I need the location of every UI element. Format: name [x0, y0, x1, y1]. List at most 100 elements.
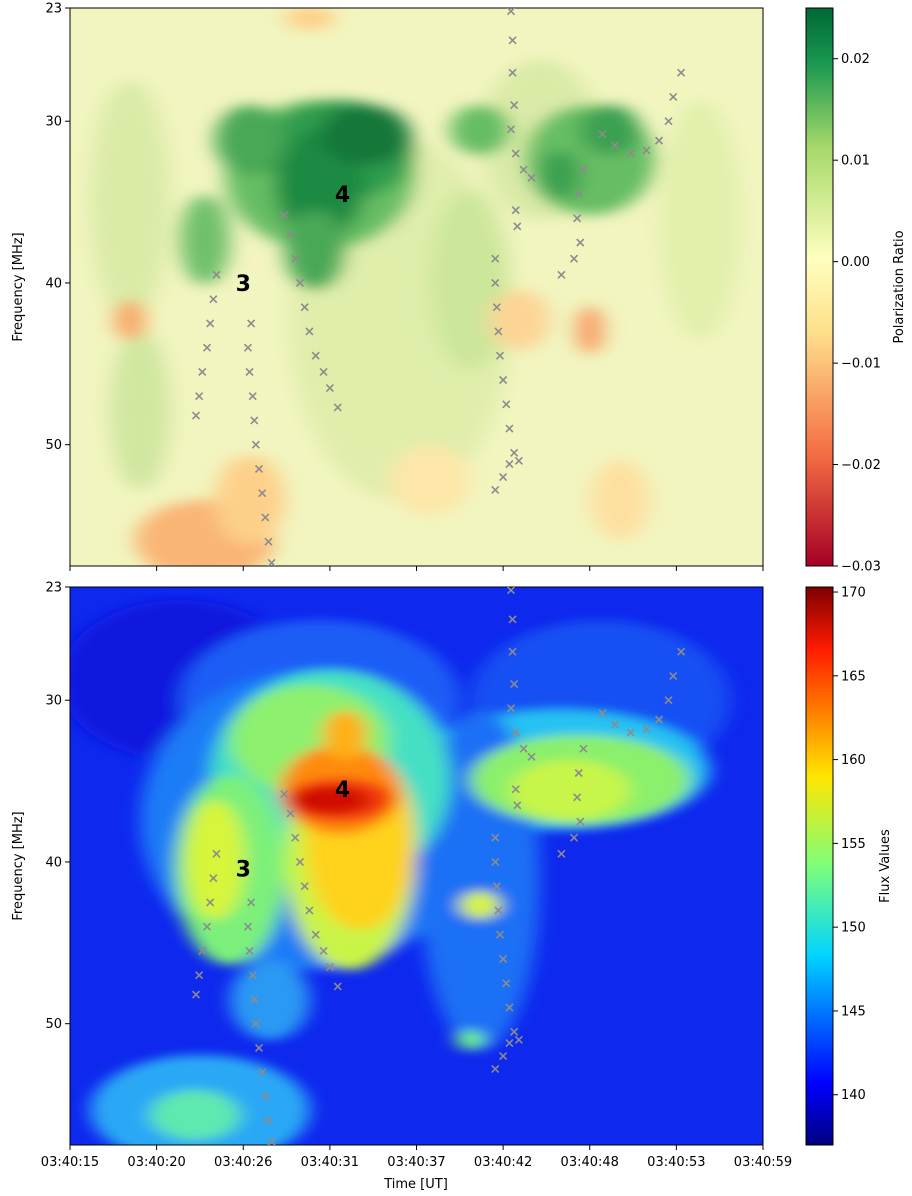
y-tick-label: 23	[45, 2, 62, 17]
colorbar-tick-label: 0.01	[841, 154, 870, 169]
burst-marker	[247, 898, 256, 907]
y-tick-label: 23	[45, 581, 62, 596]
burst-marker	[206, 319, 215, 328]
burst-marker	[511, 785, 520, 794]
burst-marker	[505, 460, 514, 469]
burst-marker	[610, 720, 620, 729]
burst-marker	[579, 744, 588, 753]
burst-marker	[261, 1092, 270, 1101]
burst-marker	[513, 801, 522, 810]
burst-marker	[669, 92, 678, 102]
burst-marker	[506, 125, 516, 134]
burst-marker	[325, 384, 334, 393]
burst-marker	[202, 922, 212, 931]
burst-marker	[499, 472, 508, 482]
bottom-colorbar-ticks: 170 165 160 155 150 145 140	[833, 586, 866, 1103]
colorbar-tick-label: 145	[841, 1004, 866, 1019]
burst-marker	[491, 833, 500, 842]
burst-marker	[499, 1051, 508, 1061]
x-tick-label: 03:40:20	[127, 1155, 185, 1170]
burst-marker	[677, 68, 686, 77]
burst-marker	[248, 392, 257, 401]
burst-marker	[519, 744, 528, 753]
burst-marker	[325, 963, 334, 972]
burst-marker	[664, 117, 673, 126]
burst-marker	[300, 882, 309, 891]
burst-marker	[212, 270, 221, 279]
burst-marker	[514, 1035, 523, 1044]
burst-marker	[505, 1003, 514, 1012]
colorbar-tick-label: 140	[841, 1088, 866, 1103]
burst-marker	[505, 424, 514, 433]
burst-marker	[250, 416, 259, 425]
burst-marker	[492, 303, 501, 312]
burst-marker	[506, 704, 516, 713]
bottom-colorbar-label: Flux Values	[878, 829, 893, 903]
burst-marker	[250, 995, 259, 1004]
burst-marker	[598, 709, 607, 718]
burst-marker	[254, 464, 264, 474]
burst-marker	[574, 768, 583, 778]
bottom-burst-markers	[191, 587, 686, 1145]
burst-marker	[258, 489, 267, 498]
burst-marker	[491, 278, 500, 288]
burst-marker	[499, 375, 508, 385]
burst-marker	[295, 857, 305, 867]
burst-marker	[491, 485, 500, 495]
burst-marker	[491, 1064, 500, 1074]
burst-marker	[502, 400, 511, 409]
burst-marker	[492, 882, 501, 891]
colorbar-tick-label: 165	[841, 669, 866, 684]
burst-marker	[508, 68, 517, 77]
colorbar-tick-label: 0.02	[841, 52, 870, 67]
bottom-x-axis-label: Time [UT]	[383, 1177, 448, 1192]
y-tick-label: 30	[45, 115, 62, 130]
burst-marker	[305, 906, 314, 915]
burst-marker	[511, 149, 520, 158]
burst-marker	[598, 130, 607, 139]
burst-marker	[254, 1043, 264, 1053]
bottom-colorbar: 170 165 160 155 150 145 140 Flux Values	[805, 586, 893, 1146]
burst-marker	[291, 833, 300, 842]
colorbar-tick-label: 160	[841, 753, 866, 768]
burst-marker	[527, 752, 536, 761]
colorbar-tick-label: 150	[841, 921, 866, 936]
burst-marker	[513, 222, 522, 231]
burst-marker	[264, 1116, 273, 1125]
burst-marker	[664, 696, 673, 705]
y-tick-label: 50	[45, 438, 62, 453]
burst-marker	[206, 898, 215, 907]
y-tick-label: 40	[45, 276, 62, 291]
burst-marker	[642, 725, 651, 734]
burst-marker	[247, 319, 256, 328]
burst-marker	[280, 210, 289, 220]
bottom-y-axis-label: Frequency [MHz]	[11, 811, 26, 920]
top-heatmap-image	[90, 8, 740, 566]
burst-marker	[573, 214, 582, 223]
burst-marker	[191, 411, 201, 420]
burst-marker	[198, 367, 207, 376]
colorbar-tick-label: −0.01	[841, 357, 881, 372]
burst-marker	[527, 173, 536, 182]
burst-marker	[510, 1027, 519, 1036]
top-x-ticks	[69, 566, 764, 571]
colorbar-tick-label: 0.00	[841, 255, 870, 270]
burst-marker	[557, 270, 566, 279]
burst-marker	[267, 558, 276, 566]
burst-marker	[243, 922, 253, 931]
burst-marker	[311, 930, 320, 939]
burst-marker	[514, 456, 523, 465]
colorbar-tick-label: −0.03	[841, 560, 881, 575]
burst-marker	[511, 728, 520, 737]
y-tick-label: 50	[45, 1017, 62, 1032]
burst-marker	[642, 146, 651, 155]
burst-marker	[506, 8, 516, 16]
burst-marker	[491, 254, 500, 263]
burst-marker	[569, 254, 579, 263]
bottom-x-ticks: 03:40:15 03:40:20 03:40:26 03:40:31 03:40:37…	[41, 1145, 792, 1170]
y-tick-label: 30	[45, 694, 62, 709]
burst-marker	[654, 715, 664, 724]
burst-marker	[576, 817, 585, 826]
burst-marker	[245, 367, 254, 376]
burst-marker	[280, 789, 289, 799]
